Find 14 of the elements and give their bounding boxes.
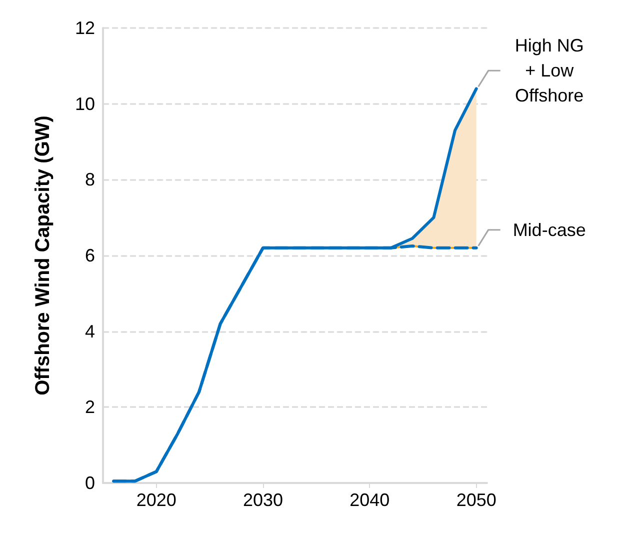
x-tick-label: 2040 [350,490,390,510]
y-tick-label: 4 [84,321,95,342]
y-tick-label: 6 [84,246,95,266]
text: Mid-case [512,220,586,240]
y-axis-title: Offshore Wind Capacity (GW) [32,116,54,396]
x-tick-label: 2030 [242,490,284,510]
y-tick-label: 10 [74,94,95,114]
text: High NG + Low Offshore [514,36,584,106]
x-tick-label: 2050 [456,490,496,510]
x-tick-label: 2020 [136,490,176,510]
y-tick-label: 8 [84,170,95,190]
y-tick-label: 2 [84,397,95,418]
y-tick-label: 12 [74,18,95,38]
y-tick-label: 0 [84,473,95,493]
